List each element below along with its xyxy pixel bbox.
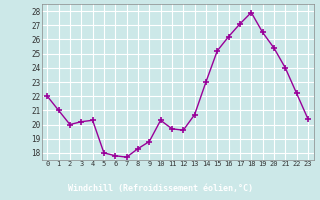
Text: Windchill (Refroidissement éolien,°C): Windchill (Refroidissement éolien,°C) (68, 184, 252, 193)
